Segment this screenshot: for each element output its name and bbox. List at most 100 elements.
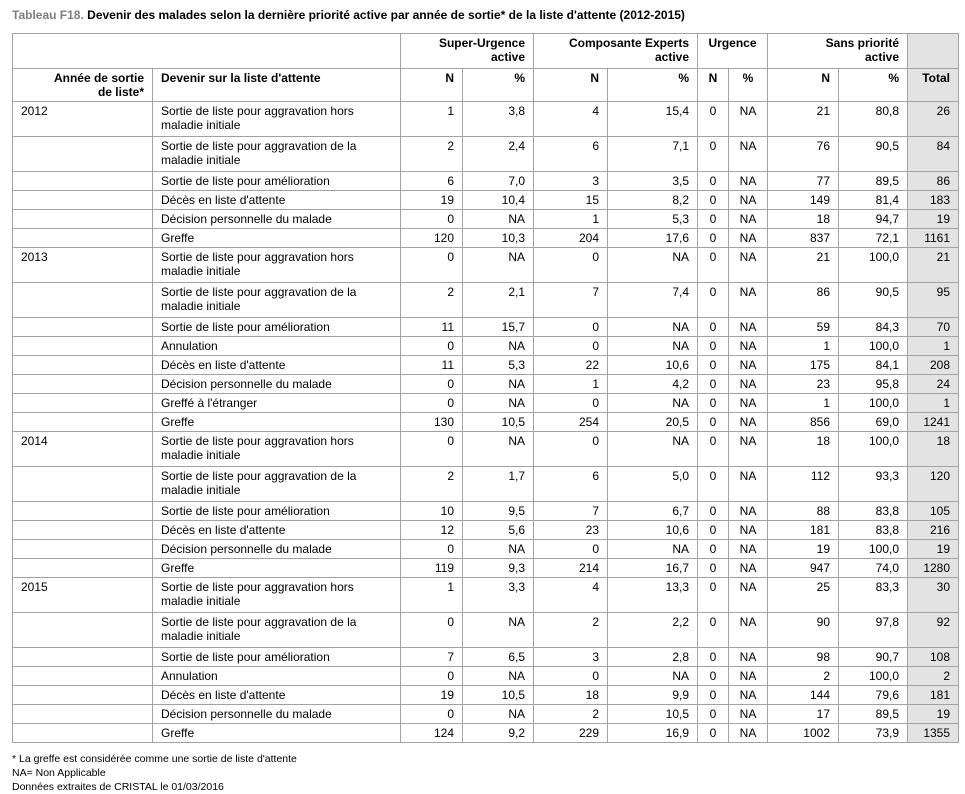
table-row: Décès en liste d'attente 19 10,5 18 9,9 0 NA 14… [12, 685, 960, 705]
value-cell: 5,3 [607, 209, 698, 229]
value-cell: 77 [767, 171, 839, 191]
total-cell: 208 [907, 355, 960, 375]
value-cell: NA [728, 412, 768, 432]
value-cell: 7,1 [607, 136, 698, 172]
column-header-pct-sans-priorite: % [837, 68, 909, 102]
value-cell: NA [728, 355, 768, 375]
value-cell: 100,0 [837, 336, 909, 356]
value-cell: 89,5 [837, 704, 909, 724]
table-row: 2015 Sortie de liste pour aggravation hor… [12, 577, 960, 613]
column-header-year: Année de sortie de liste* [12, 68, 153, 102]
year-cell [12, 558, 153, 578]
table-row: Décision personnelle du malade 0 NA 2 10,5 0 N… [12, 704, 960, 724]
value-cell: 18 [767, 209, 839, 229]
value-cell: 0 [697, 539, 729, 559]
value-cell: 100,0 [837, 539, 909, 559]
value-cell: 0 [697, 355, 729, 375]
value-cell: 0 [697, 393, 729, 413]
table-row: Sortie de liste pour aggravation de la m… [12, 282, 960, 318]
group-header-composante-experts: Composante Experts active [533, 33, 698, 69]
value-cell: 2,8 [607, 647, 698, 667]
year-cell [12, 317, 153, 337]
table-row: Sortie de liste pour amélioration 10 9,5 7 6… [12, 501, 960, 521]
value-cell: 11 [400, 355, 463, 375]
value-cell: 3 [533, 171, 608, 191]
value-cell: 0 [697, 577, 729, 613]
value-cell: 1,7 [462, 466, 534, 502]
total-cell: 1241 [907, 412, 960, 432]
value-cell: 9,5 [462, 501, 534, 521]
value-cell: 6 [400, 171, 463, 191]
value-cell: 0 [697, 520, 729, 540]
value-cell: 83,3 [837, 577, 909, 613]
outcome-cell: Annulation [152, 336, 401, 356]
value-cell: 0 [533, 317, 608, 337]
column-header-total: Total [907, 68, 960, 102]
value-cell: 124 [400, 723, 463, 743]
value-cell: 2,1 [462, 282, 534, 318]
outcome-cell: Décès en liste d'attente [152, 520, 401, 540]
outcome-cell: Greffé à l'étranger [152, 393, 401, 413]
table-row: Décision personnelle du malade 0 NA 0 NA 0 NA 1… [12, 539, 960, 559]
value-cell: 94,7 [837, 209, 909, 229]
value-cell: 23 [767, 374, 839, 394]
outcome-cell: Sortie de liste pour amélioration [152, 171, 401, 191]
column-header-n-sans-priorite: N [767, 68, 839, 102]
value-cell: 95,8 [837, 374, 909, 394]
value-cell: 15 [533, 190, 608, 210]
value-cell: 1 [400, 101, 463, 137]
year-cell [12, 282, 153, 318]
value-cell: 90 [767, 612, 839, 648]
value-cell: 7,4 [607, 282, 698, 318]
value-cell: 10,6 [607, 520, 698, 540]
group-header-super-urgence: Super-Urgence active [400, 33, 534, 69]
value-cell: 0 [697, 612, 729, 648]
column-header-row: Année de sortie de liste* Devenir sur la… [12, 68, 960, 102]
value-cell: 90,7 [837, 647, 909, 667]
value-cell: 18 [533, 685, 608, 705]
outcome-cell: Sortie de liste pour aggravation de la m… [152, 136, 401, 172]
value-cell: NA [728, 558, 768, 578]
outcome-cell: Greffe [152, 412, 401, 432]
value-cell: 0 [533, 393, 608, 413]
outcome-cell: Greffe [152, 723, 401, 743]
value-cell: 6 [533, 466, 608, 502]
value-cell: 80,8 [837, 101, 909, 137]
value-cell: 0 [400, 704, 463, 724]
value-cell: 0 [533, 539, 608, 559]
value-cell: NA [462, 247, 534, 283]
value-cell: 0 [400, 209, 463, 229]
total-cell: 105 [907, 501, 960, 521]
value-cell: 0 [400, 612, 463, 648]
year-cell: 2015 [12, 577, 153, 613]
outcome-cell: Décision personnelle du malade [152, 374, 401, 394]
year-cell [12, 723, 153, 743]
value-cell: NA [607, 336, 698, 356]
value-cell: 1002 [767, 723, 839, 743]
value-cell: 0 [697, 431, 729, 467]
total-cell: 183 [907, 190, 960, 210]
value-cell: 0 [697, 466, 729, 502]
value-cell: 214 [533, 558, 608, 578]
value-cell: 120 [400, 228, 463, 248]
year-cell: 2012 [12, 101, 153, 137]
value-cell: 4,2 [607, 374, 698, 394]
column-header-n-urgence: N [697, 68, 729, 102]
value-cell: 229 [533, 723, 608, 743]
table-row: 2013 Sortie de liste pour aggravation hor… [12, 247, 960, 283]
value-cell: NA [728, 209, 768, 229]
value-cell: 0 [697, 101, 729, 137]
value-cell: NA [462, 374, 534, 394]
value-cell: 0 [697, 282, 729, 318]
value-cell: 8,2 [607, 190, 698, 210]
value-cell: 9,3 [462, 558, 534, 578]
value-cell: NA [607, 317, 698, 337]
value-cell: 84,3 [837, 317, 909, 337]
total-cell: 86 [907, 171, 960, 191]
outcome-cell: Sortie de liste pour aggravation hors ma… [152, 247, 401, 283]
total-cell: 19 [907, 539, 960, 559]
year-cell [12, 412, 153, 432]
outcome-cell: Sortie de liste pour amélioration [152, 317, 401, 337]
value-cell: 0 [697, 171, 729, 191]
outcome-cell: Décision personnelle du malade [152, 539, 401, 559]
